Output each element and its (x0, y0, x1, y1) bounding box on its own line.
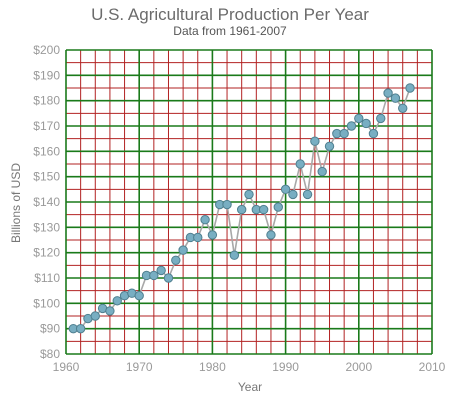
y-tick-label: $110 (34, 271, 60, 285)
x-tick-label: 2000 (345, 360, 372, 374)
data-point[interactable] (302, 189, 313, 200)
data-point[interactable] (354, 113, 364, 124)
data-point[interactable] (390, 93, 401, 103)
y-tick-label: $90 (40, 322, 60, 336)
data-point[interactable] (171, 255, 181, 265)
x-tick-label: 1980 (199, 360, 226, 374)
y-tick-label: $190 (33, 68, 60, 82)
data-point[interactable] (346, 121, 357, 131)
data-point[interactable] (288, 189, 298, 200)
data-point[interactable] (149, 270, 159, 281)
data-point[interactable] (178, 245, 188, 255)
tick-labels: $80 $90 $100 $110 $120 $130 $140 $150 $160 $170 $1… (33, 43, 445, 374)
y-axis-label: Billions of USD (9, 163, 23, 243)
data-point[interactable] (222, 199, 232, 210)
data-point[interactable] (405, 83, 415, 93)
y-tick-label: $200 (33, 43, 60, 57)
data-point[interactable] (273, 202, 283, 212)
y-tick-label: $100 (33, 296, 60, 310)
data-point[interactable] (207, 230, 218, 240)
data-point[interactable] (339, 128, 349, 139)
data-point[interactable] (90, 311, 100, 321)
y-tick-label: $130 (33, 220, 60, 234)
data-point[interactable] (75, 323, 86, 334)
data-point[interactable] (368, 128, 379, 139)
data-point[interactable] (398, 103, 408, 113)
grid (65, 49, 433, 355)
data-point[interactable] (324, 141, 335, 151)
data-point[interactable] (266, 230, 276, 240)
y-tick-label: $170 (33, 119, 60, 133)
x-axis-label: Year (238, 380, 262, 394)
data-point[interactable] (258, 204, 269, 215)
x-tick-label: 1970 (126, 360, 153, 374)
data-point[interactable] (295, 159, 305, 169)
data-point[interactable] (236, 204, 247, 215)
data-point[interactable] (163, 273, 174, 283)
y-tick-label: $150 (33, 170, 60, 184)
data-point[interactable] (105, 306, 115, 316)
data-point[interactable] (229, 250, 240, 260)
y-tick-label: $180 (33, 94, 60, 108)
data-point[interactable] (310, 136, 320, 146)
data-point[interactable] (376, 113, 386, 124)
data-point[interactable] (280, 184, 291, 195)
chart-title: U.S. Agricultural Production Per Year (91, 5, 369, 24)
x-tick-label: 2010 (419, 360, 446, 374)
data-point[interactable] (112, 296, 122, 306)
x-tick-label: 1960 (53, 360, 80, 374)
chart-subtitle: Data from 1961-2007 (173, 24, 287, 38)
data-point[interactable] (193, 232, 203, 243)
data-point[interactable] (156, 265, 166, 276)
y-tick-label: $120 (33, 246, 60, 260)
y-tick-label: $140 (33, 195, 60, 209)
x-tick-label: 1990 (272, 360, 299, 374)
data-point[interactable] (383, 88, 393, 98)
data-point[interactable] (134, 291, 144, 301)
y-tick-label: $160 (33, 144, 60, 158)
data-point[interactable] (200, 215, 210, 225)
y-tick-label: $80 (40, 347, 60, 361)
data-point[interactable] (317, 166, 327, 177)
data-series (68, 83, 415, 334)
data-point[interactable] (361, 118, 371, 129)
data-point[interactable] (244, 189, 254, 200)
